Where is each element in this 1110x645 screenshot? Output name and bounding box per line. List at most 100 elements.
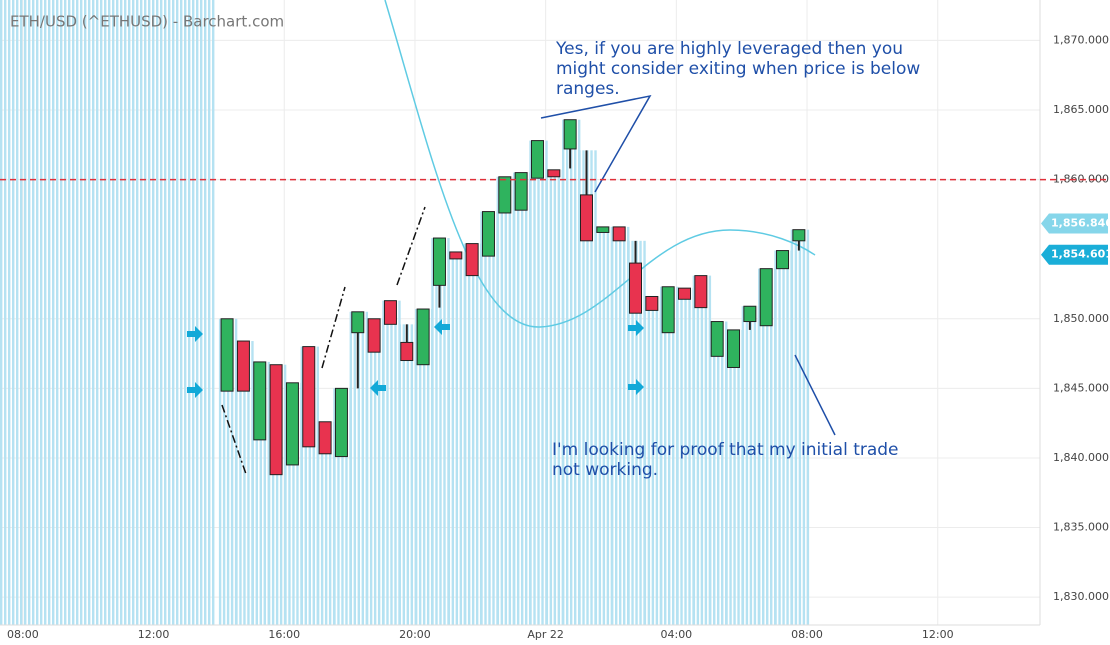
background-bar (345, 388, 348, 625)
background-bar (235, 341, 238, 625)
background-bar (680, 288, 683, 625)
candle-body (645, 295, 659, 311)
background-bar (361, 311, 365, 625)
background-bar (668, 286, 671, 625)
candle-body (678, 287, 692, 300)
candle-body (514, 172, 528, 211)
candle-body (383, 300, 397, 325)
background-bar (594, 226, 598, 625)
background-bar (618, 226, 622, 625)
background-bar (614, 226, 618, 625)
background-bar (447, 251, 451, 625)
background-bar (243, 341, 246, 625)
background-bar (259, 361, 262, 625)
background-bar (230, 318, 234, 625)
background-bar (802, 229, 806, 625)
candle-body (612, 226, 626, 242)
background-bar (655, 296, 659, 625)
background-bar (578, 150, 581, 625)
background-bar (390, 300, 393, 625)
background-bar (394, 300, 397, 625)
background-bar (549, 169, 553, 625)
background-bar (733, 329, 736, 625)
background-bar (435, 238, 438, 626)
background-bar (218, 318, 222, 625)
background-bar (606, 226, 610, 625)
background-bar (627, 240, 630, 625)
background-bar (582, 150, 585, 625)
annotation: Yes, if you are highly leveraged then yo… (555, 39, 903, 59)
y-tick-label: 1,865.000 (1053, 103, 1109, 116)
background-bar (778, 250, 781, 625)
background-bar (455, 251, 459, 625)
background-bar (328, 421, 332, 625)
background-bar (386, 300, 389, 625)
background-bar (524, 172, 528, 626)
background-bar (741, 306, 745, 625)
arrows (187, 319, 644, 398)
background-bar (279, 364, 283, 625)
background-bar (586, 150, 589, 625)
background-bar (639, 240, 642, 625)
x-tick-label: 16:00 (268, 628, 300, 641)
background-bar (369, 318, 373, 625)
background-bar (725, 329, 728, 625)
background-bar (704, 275, 708, 625)
annotation: I'm looking for proof that my initial tr… (552, 440, 899, 460)
candle-body (792, 229, 806, 242)
background-bar (647, 296, 651, 625)
background-bar (226, 318, 230, 625)
background-bar (459, 251, 463, 625)
annotation: not working. (552, 460, 658, 480)
background-bar (684, 288, 687, 625)
background-bar (398, 324, 402, 625)
candle-body (661, 286, 675, 334)
background-bar (357, 311, 361, 625)
background-bar (520, 172, 524, 626)
y-tick-label: 1,830.000 (1053, 590, 1109, 603)
background-bar (692, 275, 696, 625)
background-bar (492, 211, 495, 625)
background-bar (794, 229, 798, 625)
background-bar (602, 226, 606, 625)
candle-body (579, 194, 593, 242)
drawings (221, 206, 426, 475)
background-bar (537, 140, 540, 625)
background-bar (631, 240, 634, 625)
background-bar (373, 318, 377, 625)
background-bar (300, 346, 303, 625)
x-tick-label: 20:00 (399, 628, 431, 641)
background-bar (349, 311, 353, 625)
background-bar (504, 176, 508, 625)
price-label: 1,856.846 (1051, 216, 1110, 229)
background-bar (749, 306, 753, 625)
background-bar (569, 119, 573, 626)
candle-body (743, 305, 757, 323)
y-tick-label: 1,845.000 (1053, 381, 1109, 394)
background-bar (635, 240, 638, 625)
candle-body (334, 387, 348, 458)
background-bar (762, 268, 765, 625)
candle-body (367, 318, 381, 353)
candle-body (498, 176, 512, 214)
candle-body (449, 251, 463, 260)
x-tick-label: 04:00 (660, 628, 692, 641)
background-bar (292, 382, 295, 625)
background-bar (255, 361, 258, 625)
background-bar (247, 341, 250, 625)
background-bar (500, 176, 504, 625)
background-bar (721, 321, 724, 625)
background-bar (688, 288, 691, 625)
background-bar (696, 275, 700, 625)
annotation: ranges. (556, 79, 620, 99)
candle-body (776, 250, 790, 270)
background-bar (737, 329, 740, 625)
annotation-lines (540, 94, 836, 436)
candles (220, 119, 806, 476)
background-bar (377, 318, 381, 625)
background-bar (508, 176, 512, 625)
background-bar (324, 421, 328, 625)
y-tick-label: 1,870.000 (1053, 33, 1109, 46)
background-bar (798, 229, 802, 625)
background-bar (774, 250, 777, 625)
